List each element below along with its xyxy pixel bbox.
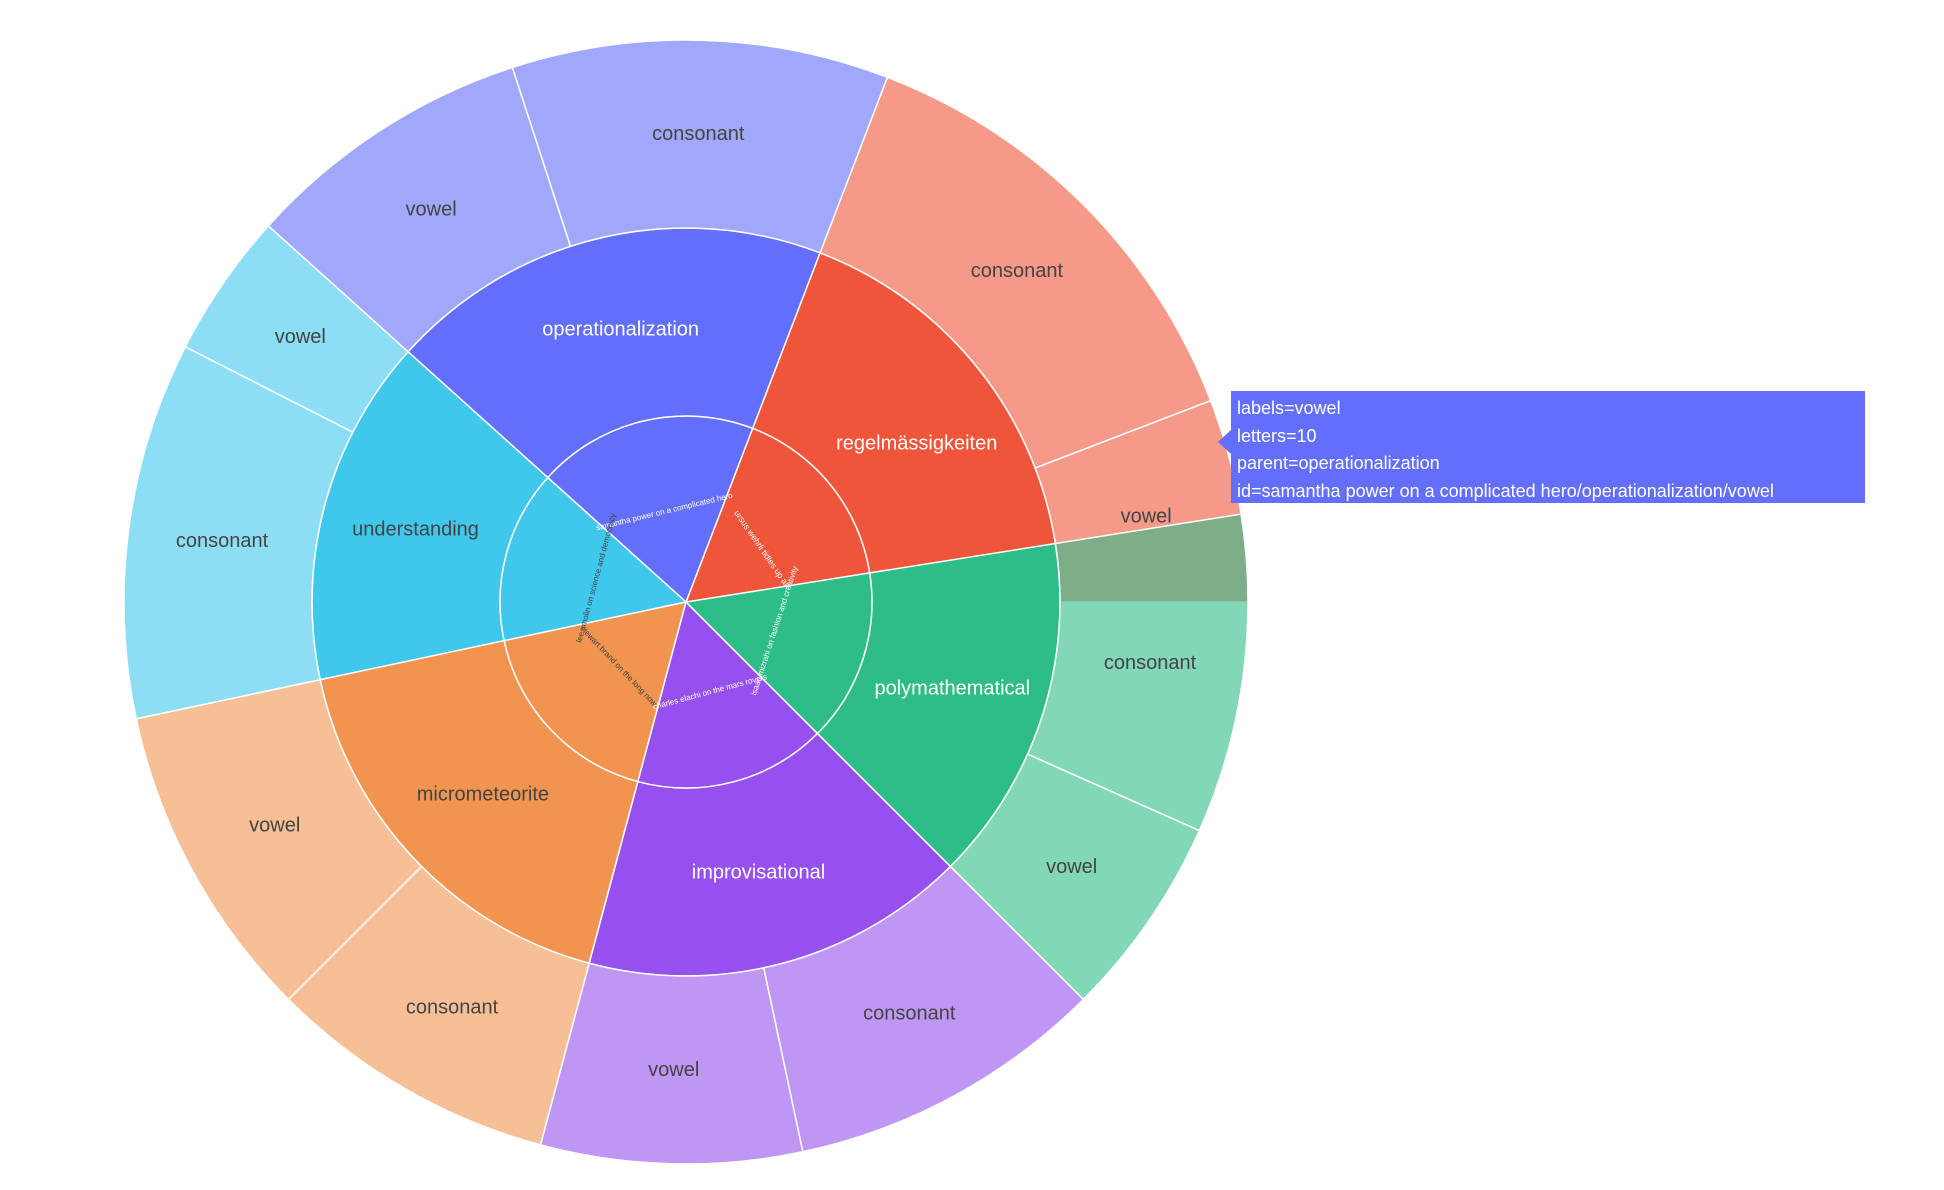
slice-label-charles-elachi-on-the-mars-rovers-improvisational: improvisational: [692, 861, 825, 883]
tooltip-line-labels: labels=vowel: [1237, 398, 1341, 418]
slice-label-ursus-wehrli-tidies-up-art-regelm-ssigkeiten-consonant: consonant: [971, 260, 1064, 282]
slice-label-ursus-wehrli-tidies-up-art-regelm-ssigkeiten-vowel: vowel: [1121, 506, 1172, 528]
slice-label-samantha-power-on-a-complicated-hero-operationalization-consonant: consonant: [652, 123, 745, 145]
slice-label-isaac-mizrahi-on-fashion-and-creativity-polymathematical-vowel: vowel: [1046, 856, 1097, 878]
slice-label-lee-smolin-on-science-and-democracy-understanding-consonant: consonant: [176, 530, 269, 552]
tooltip-pointer: [1218, 430, 1231, 454]
slice-label-samantha-power-on-a-complicated-hero-operationalization-vowel: vowel: [406, 199, 457, 221]
hover-tooltip: labels=vowel letters=10 parent=operation…: [1231, 391, 1865, 503]
slice-label-lee-smolin-on-science-and-democracy-understanding-vowel: vowel: [275, 326, 326, 348]
tooltip-line-parent: parent=operationalization: [1237, 453, 1440, 473]
slice-label-charles-elachi-on-the-mars-rovers-improvisational-consonant: consonant: [863, 1002, 956, 1024]
slice-samantha-power-on-a-complicated-hero-operationalization-consonant[interactable]: [511, 39, 889, 254]
slice-label-stewart-brand-on-the-long-now-micrometeorite: micrometeorite: [417, 784, 549, 806]
slice-label-stewart-brand-on-the-long-now-micrometeorite-consonant: consonant: [406, 996, 499, 1018]
slice-label-isaac-mizrahi-on-fashion-and-creativity-polymathematical: polymathematical: [874, 678, 1030, 700]
tooltip-line-id: id=samantha power on a complicated hero/…: [1237, 480, 1774, 501]
slice-label-charles-elachi-on-the-mars-rovers-improvisational-vowel: vowel: [648, 1059, 699, 1081]
slice-label-stewart-brand-on-the-long-now-micrometeorite-vowel: vowel: [249, 814, 300, 836]
slice-label-samantha-power-on-a-complicated-hero-operationalization: operationalization: [542, 319, 699, 341]
slice-label-ursus-wehrli-tidies-up-art-regelm-ssigkeiten: regelmässigkeiten: [836, 432, 997, 454]
slice-label-isaac-mizrahi-on-fashion-and-creativity-polymathematical-consonant: consonant: [1104, 652, 1197, 674]
slice-isaac-mizrahi-on-fashion-and-creativity-polymathematical-consonant[interactable]: [1026, 513, 1249, 832]
slice-label-lee-smolin-on-science-and-democracy-understanding: understanding: [352, 519, 479, 541]
tooltip-line-letters: letters=10: [1237, 425, 1317, 446]
